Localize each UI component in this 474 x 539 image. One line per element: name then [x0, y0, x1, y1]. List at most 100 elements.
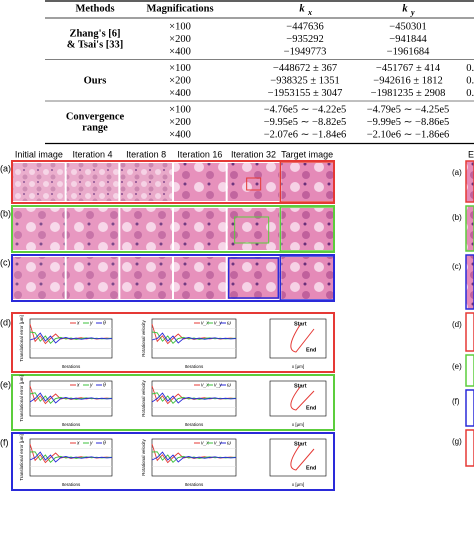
row-frame — [11, 432, 335, 491]
legend-text: v_y — [214, 320, 222, 326]
side-label: (e) — [452, 362, 462, 371]
table-cell: ×400 — [169, 129, 191, 140]
table-cell: −451767 ± 414 — [376, 63, 441, 74]
table-header: Methods — [75, 3, 114, 14]
table-cell: ×100 — [169, 21, 191, 32]
axis-label: Iterations — [62, 422, 81, 427]
trajectory — [290, 386, 315, 411]
row-label: (f) — [0, 437, 9, 447]
axis-label: Rotational velocity — [141, 319, 146, 356]
method-name: Ours — [84, 75, 107, 86]
legend-text: v_x — [201, 440, 209, 446]
traj-area — [269, 438, 327, 477]
image-tile — [281, 208, 333, 250]
table-header-sub: x — [307, 8, 312, 17]
side-strip — [465, 389, 474, 427]
table-header-sub: y — [410, 8, 415, 17]
roi — [234, 216, 270, 244]
table-cell: −935292 — [286, 34, 323, 45]
table-cell: ×400 — [169, 88, 191, 99]
traj-start: Start — [294, 441, 307, 447]
image-tile — [120, 257, 172, 299]
image-tile — [66, 257, 119, 299]
traj-area — [269, 380, 327, 417]
axis-label: x [μm] — [292, 364, 304, 369]
table-cell: ×100 — [169, 104, 191, 115]
row-label: (c) — [0, 257, 11, 267]
side-strip — [465, 354, 474, 387]
axis-label: Rotational velocity — [141, 379, 146, 416]
target-frame — [279, 206, 335, 252]
axis-label: Translational error [μm] — [19, 315, 24, 361]
side-strip — [465, 205, 474, 252]
plot-curve — [29, 451, 113, 463]
side-label: (d) — [452, 320, 462, 329]
method-name: Convergence — [66, 111, 125, 122]
axis-label: Iterations — [185, 482, 204, 487]
plot-curve — [151, 451, 237, 463]
legend-text: v_x — [201, 382, 209, 388]
row-label: (d) — [0, 317, 11, 327]
table-cell: 0.386 — [466, 75, 474, 86]
image-tile — [174, 208, 226, 250]
traj-end: End — [306, 347, 316, 353]
table-cell: 0.466 — [466, 63, 474, 74]
table-cell: −1953155 ± 3047 — [268, 88, 343, 99]
traj-area — [269, 318, 327, 359]
table-cell: ×200 — [169, 34, 191, 45]
table-cell: ×400 — [169, 46, 191, 57]
table-cell: 0.572 — [466, 88, 474, 99]
side-label: (f) — [452, 397, 460, 406]
plot-curve — [151, 392, 237, 404]
image-tile — [66, 163, 119, 201]
column-label: Iteration 4 — [72, 149, 112, 159]
table-cell: −941844 — [389, 34, 427, 45]
table-cell: −1981235 ± 2908 — [371, 88, 446, 99]
legend-text: y — [89, 320, 93, 326]
row-frame — [11, 374, 335, 431]
roi — [227, 257, 280, 299]
legend-text: θ — [103, 320, 106, 326]
row-label: (b) — [0, 208, 11, 218]
image-tile — [227, 257, 280, 299]
side-strip — [465, 160, 474, 203]
table-cell: ×100 — [169, 63, 191, 74]
image-tile — [13, 208, 65, 250]
legend-text: v_x — [201, 320, 209, 326]
side-title: E — [468, 149, 474, 159]
legend-text: x — [76, 320, 80, 326]
column-label: Initial image — [15, 149, 63, 159]
target-frame — [279, 161, 335, 203]
legend-text: ω — [227, 440, 231, 446]
legend-text: y — [89, 382, 93, 388]
legend-text: x — [76, 382, 80, 388]
side-label: (b) — [452, 213, 462, 222]
table-cell: −942616 ± 1812 — [373, 75, 442, 86]
trajectory — [290, 324, 315, 353]
table-cell: −447636 — [286, 21, 323, 32]
axis-label: x [μm] — [292, 482, 304, 487]
row-frame — [11, 312, 335, 373]
image-tile — [66, 208, 119, 250]
axis-label: Rotational velocity — [141, 438, 146, 475]
axis-label: Translational error [μm] — [19, 375, 24, 421]
row-label: (a) — [0, 163, 11, 173]
table-cell: −1949773 — [284, 46, 327, 57]
table-cell: ×200 — [169, 75, 191, 86]
plot-curve — [29, 332, 113, 344]
plot-curve — [29, 392, 113, 404]
column-label: Iteration 8 — [126, 149, 166, 159]
table-cell: −450301 — [389, 21, 426, 32]
table-cell: −938325 ± 1351 — [270, 75, 339, 86]
column-label: Target image — [281, 149, 333, 159]
axis-label: Iterations — [62, 364, 81, 369]
image-tile — [120, 208, 172, 250]
legend-text: v_y — [214, 382, 222, 388]
legend-text: θ — [103, 440, 106, 446]
traj-end: End — [306, 465, 316, 471]
traj-end: End — [306, 405, 316, 411]
legend-text: ω — [227, 382, 231, 388]
